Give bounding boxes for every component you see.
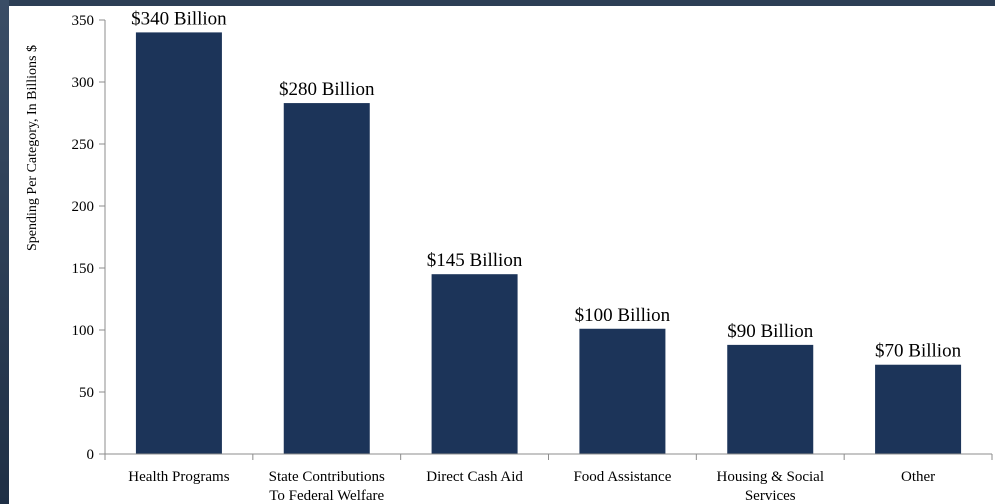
category-label: Health Programs: [128, 469, 229, 485]
bars: $340 Billion $280 Billion $145 Billion $100…: [131, 8, 962, 455]
y-axis: 0 50 100 150 200 250 300 350: [72, 13, 106, 463]
data-label: $340 Billion: [131, 8, 227, 29]
category-label: State Contributions: [269, 469, 385, 485]
y-tick-label: 0: [87, 447, 95, 463]
bar: [283, 103, 370, 454]
bar: [135, 32, 222, 455]
data-label: $280 Billion: [279, 79, 375, 100]
y-tick-label: 200: [72, 199, 95, 215]
y-tick-label: 350: [72, 13, 95, 29]
category-label: Direct Cash Aid: [426, 469, 523, 485]
category-label: Housing & Social: [717, 469, 825, 485]
category-label: Other: [901, 469, 935, 485]
y-tick-label: 250: [72, 137, 95, 153]
y-tick-label: 100: [72, 323, 95, 339]
bar: [727, 344, 814, 454]
category-label: Food Assistance: [573, 469, 671, 485]
bar: [875, 364, 962, 454]
bar: [579, 328, 666, 454]
slide-edge: [0, 0, 9, 504]
y-axis-label: Spending Per Category, In Billions $: [25, 45, 40, 251]
category-label: To Federal Welfare: [269, 488, 384, 504]
data-label: $145 Billion: [427, 250, 523, 271]
data-label: $70 Billion: [875, 341, 962, 362]
bar: [431, 274, 518, 454]
y-tick-label: 50: [79, 385, 94, 401]
y-tick-label: 300: [72, 75, 95, 91]
data-label: $90 Billion: [727, 321, 814, 342]
y-tick-label: 150: [72, 261, 95, 277]
category-label: Services: [745, 488, 796, 504]
x-axis: Health Programs State Contributions To Fed…: [104, 453, 993, 504]
data-label: $100 Billion: [575, 305, 671, 326]
